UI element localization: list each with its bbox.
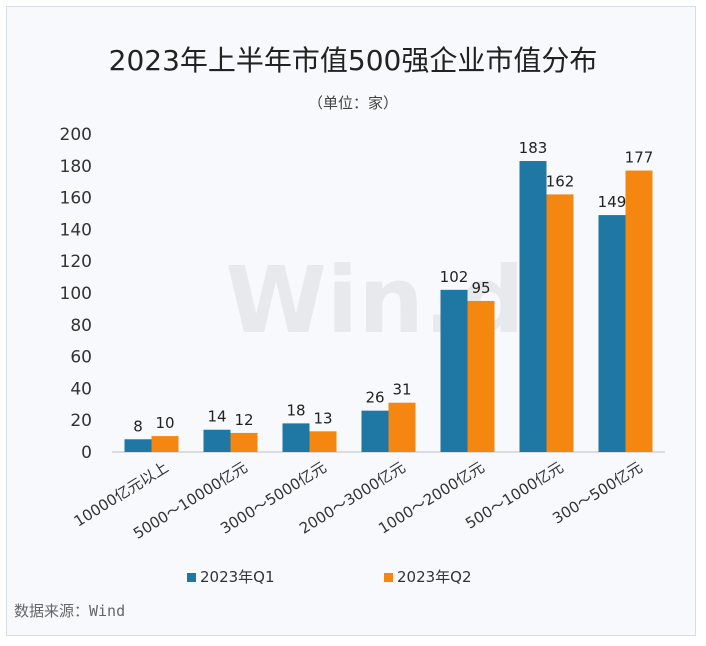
- source-note: 数据来源：Wind: [14, 602, 125, 620]
- data-label: 26: [365, 389, 384, 407]
- bar: [598, 215, 626, 452]
- y-tick-label: 180: [60, 157, 92, 177]
- y-tick-label: 120: [60, 252, 92, 272]
- bar: [546, 194, 574, 453]
- bar: [124, 439, 152, 452]
- data-label: 183: [519, 139, 548, 157]
- chart-frame: [6, 6, 696, 636]
- bar: [467, 300, 495, 452]
- bar: [151, 436, 179, 452]
- y-tick-label: 0: [81, 443, 92, 463]
- bar: [361, 410, 389, 452]
- x-tick-label: 300～500亿元: [549, 458, 645, 527]
- data-label: 149: [598, 193, 627, 211]
- bar: [282, 423, 310, 452]
- bar: [519, 161, 547, 452]
- data-label: 102: [440, 268, 469, 286]
- legend-label: 2023年Q1: [200, 568, 275, 586]
- x-axis: 10000亿元以上5000～10000亿元3000～5000亿元2000～300…: [71, 458, 646, 543]
- data-label: 14: [207, 408, 226, 426]
- bar: [203, 429, 231, 452]
- y-tick-label: 140: [60, 220, 92, 240]
- data-label: 10: [155, 414, 174, 432]
- y-tick-label: 100: [60, 284, 92, 304]
- y-tick-label: 200: [60, 125, 92, 145]
- y-tick-label: 60: [70, 348, 92, 368]
- chart-title: 2023年上半年市值500强企业市值分布: [109, 44, 598, 77]
- data-label: 162: [546, 172, 575, 190]
- bar: [625, 170, 653, 452]
- data-label: 177: [625, 149, 654, 167]
- data-label: 13: [313, 409, 332, 427]
- legend-swatch: [384, 573, 393, 582]
- data-label: 8: [133, 417, 143, 435]
- bar: [388, 402, 416, 452]
- legend-label: 2023年Q2: [397, 568, 472, 586]
- y-tick-label: 80: [70, 316, 92, 336]
- bar: [309, 431, 337, 452]
- bar: [440, 289, 468, 452]
- data-label: 31: [392, 381, 411, 399]
- data-label: 95: [471, 279, 490, 297]
- chart-subtitle: （单位：家）: [308, 94, 398, 112]
- data-label: 18: [286, 401, 305, 419]
- y-tick-label: 40: [70, 379, 92, 399]
- legend: 2023年Q1 2023年Q2: [187, 568, 472, 586]
- y-tick-label: 160: [60, 189, 92, 209]
- y-tick-label: 20: [70, 411, 92, 431]
- bar: [230, 432, 258, 452]
- data-label: 12: [234, 411, 253, 429]
- legend-swatch: [187, 573, 196, 582]
